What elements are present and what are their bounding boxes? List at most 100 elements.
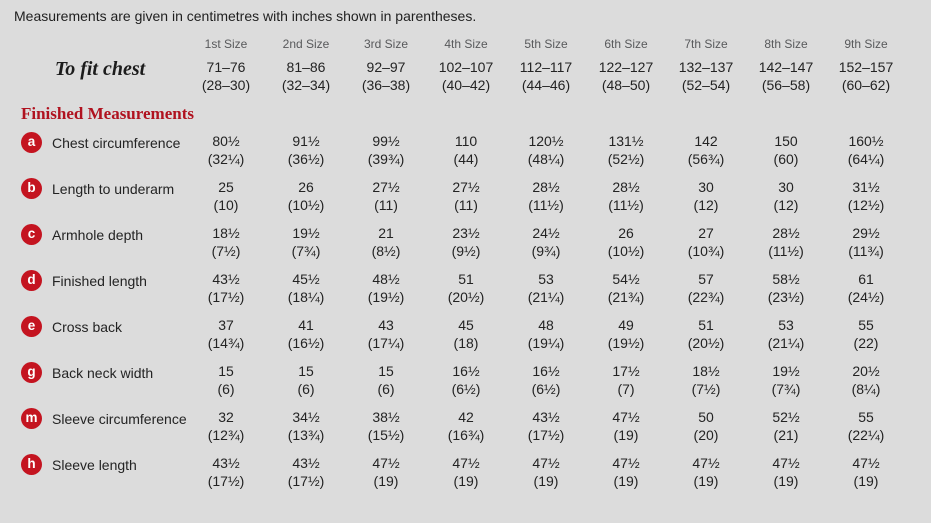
inches-value: (17½): [287, 473, 325, 489]
cm-value: 49: [618, 317, 634, 333]
measurement-cell: 31½ (12½): [826, 178, 906, 214]
cm-value: 51: [458, 271, 474, 287]
cm-value: 160½: [848, 133, 884, 149]
cm-value: 20½: [852, 363, 880, 379]
inches-value: (6): [377, 381, 395, 397]
to-fit-value-cell: 132–137 (52–54): [666, 58, 746, 94]
cm-value: 19½: [772, 363, 800, 379]
cm-value: 110: [454, 133, 478, 149]
cm-value: 43½: [532, 409, 560, 425]
inches-value: (16¾): [447, 427, 485, 443]
row-label: Armhole depth: [52, 227, 144, 243]
cm-value: 47½: [612, 455, 640, 471]
cm-value: 43½: [292, 455, 320, 471]
cm-value: 26: [298, 179, 314, 195]
inches-value: (11): [374, 197, 398, 213]
inches-value: (22): [853, 335, 879, 351]
inches-value: (9¾): [531, 243, 561, 259]
inches-value: (13¾): [287, 427, 325, 443]
to-fit-value-cell: 112–117 (44–46): [506, 58, 586, 94]
row-key-badge: a: [21, 132, 42, 153]
row-key-badge: b: [21, 178, 42, 199]
inches-value: (14¾): [207, 335, 245, 351]
measurement-cell: 51 (20½): [666, 316, 746, 352]
row-label-cell: c Armhole depth: [0, 224, 186, 245]
inches-value: (21¼): [767, 335, 805, 351]
measurement-cell: 15 (6): [186, 362, 266, 398]
measurement-cell: 23½ (9½): [426, 224, 506, 260]
inches-value: (7¾): [771, 381, 801, 397]
measurement-cell: 43 (17¼): [346, 316, 426, 352]
measurement-cell: 47½ (19): [586, 454, 666, 490]
size-header: 5th Size: [524, 37, 568, 51]
to-fit-cm-value: 112–117: [519, 59, 573, 75]
measurement-cell: 57 (22¾): [666, 270, 746, 306]
inches-value: (11): [454, 197, 478, 213]
cm-value: 52½: [772, 409, 800, 425]
inches-value: (60): [773, 151, 799, 167]
measurement-cell: 26 (10½): [266, 178, 346, 214]
measurement-cell: 48 (19¼): [506, 316, 586, 352]
table-row: a Chest circumference 80½ (32¼) 91½ (36½) 99½ (…: [0, 132, 931, 168]
inches-value: (32¼): [207, 151, 245, 167]
table-row: c Armhole depth 18½ (7½) 19½ (7¾) 21 (8½) 23½ (9½…: [0, 224, 931, 260]
cm-value: 29½: [852, 225, 880, 241]
cm-value: 34½: [292, 409, 320, 425]
inches-value: (19½): [607, 335, 645, 351]
measurement-cell: 38½ (15½): [346, 408, 426, 444]
to-fit-cm-value: 142–147: [758, 59, 814, 75]
inches-value: (52½): [607, 151, 645, 167]
row-key-badge: c: [21, 224, 42, 245]
cm-value: 15: [378, 363, 394, 379]
table-row: h Sleeve length 43½ (17½) 43½ (17½) 47½ (19) 47½…: [0, 454, 931, 490]
to-fit-cm-value: 92–97: [366, 59, 406, 75]
measurement-cell: 53 (21¼): [746, 316, 826, 352]
measurement-cell: 30 (12): [746, 178, 826, 214]
cm-value: 30: [698, 179, 714, 195]
inches-value: (8¼): [851, 381, 881, 397]
cm-value: 47½: [852, 455, 880, 471]
measurement-cell: 26 (10½): [586, 224, 666, 260]
inches-value: (64¼): [847, 151, 885, 167]
row-key-badge: h: [21, 454, 42, 475]
to-fit-value-cell: 71–76 (28–30): [186, 58, 266, 94]
inches-value: (56¾): [687, 151, 725, 167]
inches-value: (22¼): [847, 427, 885, 443]
cm-value: 47½: [772, 455, 800, 471]
cm-value: 50: [698, 409, 714, 425]
measurement-cell: 45 (18): [426, 316, 506, 352]
inches-value: (20): [693, 427, 719, 443]
measurement-cell: 25 (10): [186, 178, 266, 214]
cm-value: 47½: [452, 455, 480, 471]
to-fit-value-cell: 81–86 (32–34): [266, 58, 346, 94]
cm-value: 15: [298, 363, 314, 379]
measurement-cell: 45½ (18¼): [266, 270, 346, 306]
row-key-badge: e: [21, 316, 42, 337]
to-fit-cm-value: 81–86: [286, 59, 326, 75]
to-fit-inches-value: (52–54): [681, 77, 731, 93]
size-header: 9th Size: [844, 37, 888, 51]
inches-value: (6): [297, 381, 315, 397]
inches-value: (20½): [687, 335, 725, 351]
measurement-cell: 41 (16½): [266, 316, 346, 352]
cm-value: 51: [698, 317, 714, 333]
inches-value: (7½): [211, 243, 241, 259]
inches-value: (19¼): [527, 335, 565, 351]
inches-value: (39¾): [367, 151, 405, 167]
inches-value: (36½): [287, 151, 325, 167]
measurement-cell: 47½ (19): [426, 454, 506, 490]
cm-value: 80½: [212, 133, 240, 149]
to-fit-inches-value: (44–46): [521, 77, 571, 93]
measurement-cell: 120½ (48¼): [506, 132, 586, 168]
measurement-cell: 37 (14¾): [186, 316, 266, 352]
measurement-cell: 61 (24½): [826, 270, 906, 306]
inches-value: (19): [693, 473, 719, 489]
inches-value: (11½): [608, 197, 644, 213]
cm-value: 58½: [772, 271, 800, 287]
cm-value: 30: [778, 179, 794, 195]
measurement-cell: 15 (6): [346, 362, 426, 398]
measurement-cell: 53 (21¼): [506, 270, 586, 306]
measurement-cell: 47½ (19): [506, 454, 586, 490]
inches-value: (16½): [287, 335, 325, 351]
cm-value: 21: [378, 225, 394, 241]
